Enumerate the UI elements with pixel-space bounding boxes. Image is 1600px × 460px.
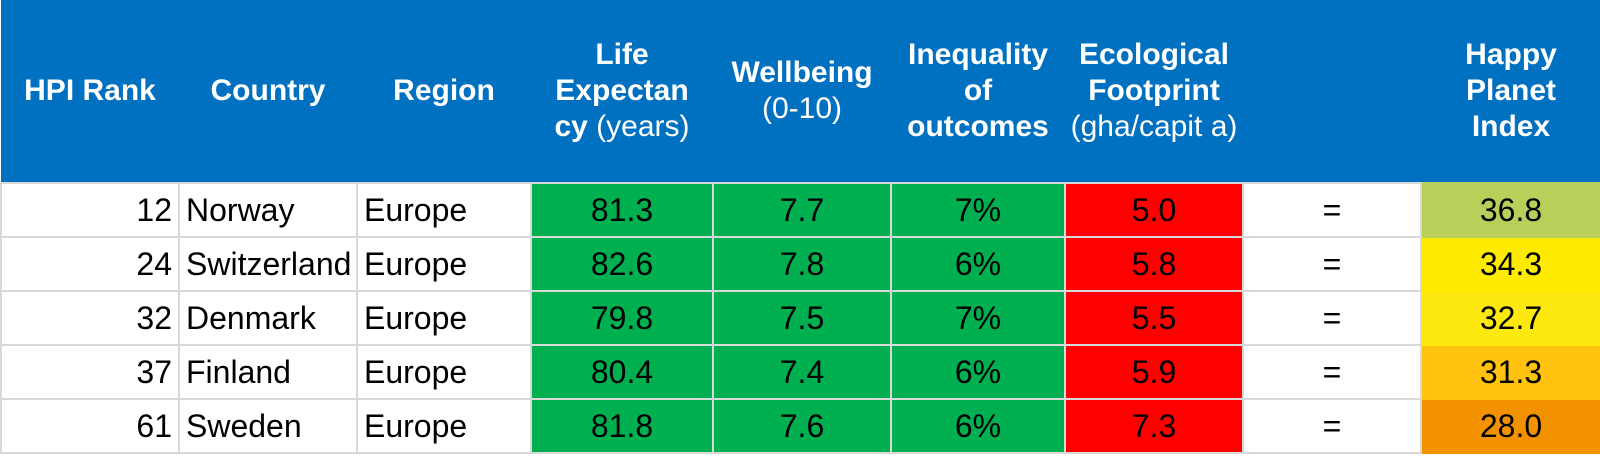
cell-region[interactable]: Europe — [356, 236, 532, 292]
cell-rank[interactable]: 37 — [0, 344, 180, 400]
cell-rank[interactable]: 61 — [0, 398, 180, 454]
cell-country[interactable]: Sweden — [178, 398, 358, 454]
header-eco-unit: (gha/capit a) — [1070, 110, 1238, 143]
cell-rank[interactable]: 32 — [0, 290, 180, 346]
cell-happy-planet-index[interactable]: 28.0 — [1420, 398, 1600, 454]
header-hpi-rank[interactable]: HPI Rank — [1, 0, 179, 183]
cell-happy-planet-index[interactable]: 36.8 — [1420, 182, 1600, 238]
cell-happy-planet-index[interactable]: 32.7 — [1420, 290, 1600, 346]
cell-life-expectancy[interactable]: 81.8 — [530, 398, 714, 454]
cell-wellbeing[interactable]: 7.8 — [712, 236, 892, 292]
cell-trend[interactable]: = — [1242, 236, 1422, 292]
cell-trend[interactable]: = — [1242, 290, 1422, 346]
cell-trend[interactable]: = — [1242, 182, 1422, 238]
cell-ecological-footprint[interactable]: 5.5 — [1064, 290, 1244, 346]
cell-rank[interactable]: 12 — [0, 182, 180, 238]
header-inequality[interactable]: Inequality of outcomes — [891, 0, 1065, 183]
cell-region[interactable]: Europe — [356, 344, 532, 400]
cell-region[interactable]: Europe — [356, 290, 532, 346]
table-row: 12 Norway Europe 81.3 7.7 7% 5.0 = 36.8 — [0, 182, 1600, 238]
cell-country[interactable]: Denmark — [178, 290, 358, 346]
cell-life-expectancy[interactable]: 80.4 — [530, 344, 714, 400]
cell-region[interactable]: Europe — [356, 398, 532, 454]
cell-country[interactable]: Norway — [178, 182, 358, 238]
header-trend[interactable] — [1243, 0, 1421, 183]
table-row: 32 Denmark Europe 79.8 7.5 7% 5.5 = 32.7 — [0, 290, 1600, 346]
cell-inequality[interactable]: 7% — [890, 290, 1066, 346]
header-ecological-footprint[interactable]: Ecological Footprint (gha/capit a) — [1065, 0, 1243, 183]
table-row: 61 Sweden Europe 81.8 7.6 6% 7.3 = 28.0 — [0, 398, 1600, 454]
cell-life-expectancy[interactable]: 79.8 — [530, 290, 714, 346]
cell-inequality[interactable]: 6% — [890, 344, 1066, 400]
cell-ecological-footprint[interactable]: 5.8 — [1064, 236, 1244, 292]
header-happy-planet-index[interactable]: Happy Planet Index — [1421, 0, 1600, 183]
cell-trend[interactable]: = — [1242, 344, 1422, 400]
cell-happy-planet-index[interactable]: 34.3 — [1420, 236, 1600, 292]
cell-wellbeing[interactable]: 7.4 — [712, 344, 892, 400]
cell-region[interactable]: Europe — [356, 182, 532, 238]
cell-life-expectancy[interactable]: 81.3 — [530, 182, 714, 238]
header-life-expectancy[interactable]: Life Expectan cy (years) — [531, 0, 713, 183]
cell-happy-planet-index[interactable]: 31.3 — [1420, 344, 1600, 400]
cell-ecological-footprint[interactable]: 5.0 — [1064, 182, 1244, 238]
cell-inequality[interactable]: 7% — [890, 182, 1066, 238]
cell-country[interactable]: Switzerland — [178, 236, 358, 292]
table-row: 37 Finland Europe 80.4 7.4 6% 5.9 = 31.3 — [0, 344, 1600, 400]
cell-wellbeing[interactable]: 7.5 — [712, 290, 892, 346]
cell-wellbeing[interactable]: 7.7 — [712, 182, 892, 238]
cell-rank[interactable]: 24 — [0, 236, 180, 292]
header-wellbeing-unit: (0-10) — [761, 92, 843, 125]
table-row: 24 Switzerland Europe 82.6 7.8 6% 5.8 = … — [0, 236, 1600, 292]
header-region[interactable]: Region — [357, 0, 531, 183]
cell-inequality[interactable]: 6% — [890, 236, 1066, 292]
cell-ecological-footprint[interactable]: 5.9 — [1064, 344, 1244, 400]
cell-country[interactable]: Finland — [178, 344, 358, 400]
cell-trend[interactable]: = — [1242, 398, 1422, 454]
cell-inequality[interactable]: 6% — [890, 398, 1066, 454]
header-country[interactable]: Country — [179, 0, 357, 183]
header-wellbeing[interactable]: Wellbeing (0-10) — [713, 0, 891, 183]
header-life-unit: (years) — [587, 110, 690, 143]
cell-life-expectancy[interactable]: 82.6 — [530, 236, 714, 292]
cell-ecological-footprint[interactable]: 7.3 — [1064, 398, 1244, 454]
cell-wellbeing[interactable]: 7.6 — [712, 398, 892, 454]
header-row: HPI Rank Country Region Life Expectan cy… — [1, 0, 1600, 183]
